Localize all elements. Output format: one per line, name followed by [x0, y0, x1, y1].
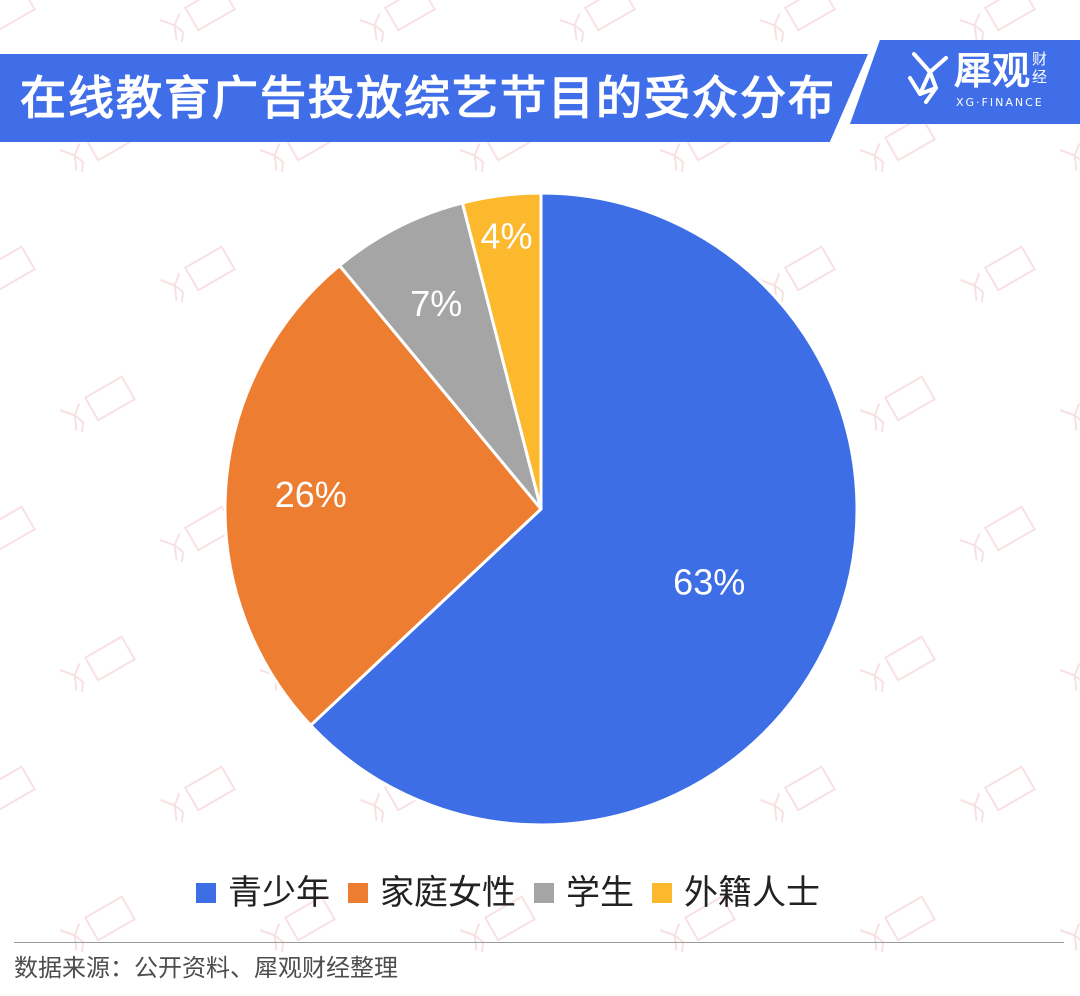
- brand-name: 犀观: [954, 49, 1031, 93]
- pie-label-foreigner: 4%: [481, 216, 533, 257]
- title-banner: 在线教育广告投放综艺节目的受众分布: [0, 54, 868, 142]
- brand-name-small: 财经: [1032, 50, 1048, 86]
- legend-swatch: [348, 883, 368, 903]
- data-source: 数据来源：公开资料、犀观财经整理: [14, 954, 398, 982]
- legend-item-family-women: 家庭女性: [348, 873, 516, 913]
- pie-slice-family-women: [223, 264, 543, 727]
- pie-slice-teen: [309, 191, 859, 827]
- legend-swatch: [534, 883, 554, 903]
- legend-swatch: [196, 883, 216, 903]
- legend-label: 青少年: [228, 873, 330, 913]
- legend-label: 外籍人士: [684, 873, 820, 913]
- chart-legend: 青少年 家庭女性 学生 外籍人士: [196, 866, 838, 920]
- chart-title: 在线教育广告投放综艺节目的受众分布: [20, 71, 836, 125]
- legend-item-foreigner: 外籍人士: [652, 873, 820, 913]
- pie-label-teen: 63%: [673, 561, 745, 602]
- legend-swatch: [652, 883, 672, 903]
- unicorn-logo-icon: [908, 52, 948, 104]
- legend-label: 学生: [566, 873, 634, 913]
- legend-item-student: 学生: [534, 873, 634, 913]
- pie-slice-student: [338, 201, 543, 511]
- brand-banner: 犀观 财经 XG·FINANCE: [850, 40, 1080, 124]
- legend-label: 家庭女性: [380, 873, 516, 913]
- pie-label-family-women: 26%: [275, 474, 347, 515]
- legend-item-teen: 青少年: [196, 873, 330, 913]
- brand-english: XG·FINANCE: [956, 96, 1044, 109]
- pie-label-student: 7%: [410, 283, 462, 324]
- pie-slice-foreigner: [460, 191, 543, 511]
- footer-divider: [14, 942, 1064, 943]
